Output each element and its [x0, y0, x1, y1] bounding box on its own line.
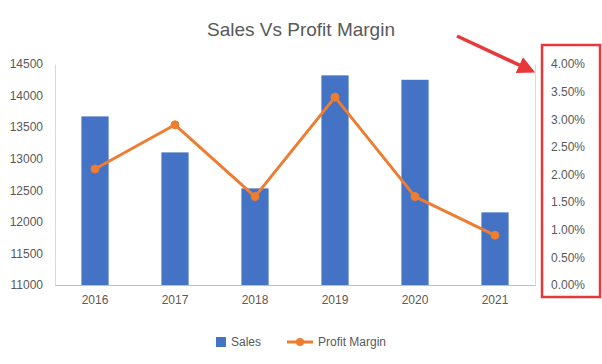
- y-axis: 11000 11500 12000 12500 13000 13500 14000 14500: [10, 57, 56, 292]
- tick: 14000: [10, 89, 55, 103]
- tick-label: 1.50%: [551, 195, 585, 209]
- tick: 2018: [242, 285, 269, 307]
- x-axis: 2016 2017 2018 2019 2020 2021: [56, 285, 536, 307]
- tick: 12000: [10, 215, 55, 229]
- chart: Sales Vs Profit Margin 11000 11500 12000 125…: [0, 0, 602, 364]
- tick: 13500: [10, 120, 55, 134]
- bar: [81, 116, 108, 285]
- tick-label: 13500: [10, 120, 44, 134]
- tick-label: 0.00%: [551, 278, 585, 292]
- tick: 11000: [11, 278, 55, 292]
- line: [95, 97, 495, 235]
- tick-label: 14500: [10, 57, 44, 71]
- tick-label: 2017: [162, 293, 189, 307]
- axis-line: [535, 65, 536, 286]
- tick: 2020: [402, 285, 429, 307]
- tick-label: 2020: [402, 293, 429, 307]
- tick-label: 2021: [482, 293, 509, 307]
- bar: [241, 188, 268, 285]
- highlight-box: [542, 45, 600, 297]
- tick-label: 12000: [10, 215, 44, 229]
- tick-label: 11000: [11, 278, 44, 292]
- tick: 2016: [82, 285, 109, 307]
- legend-label: Profit Margin: [318, 335, 386, 349]
- marker: [251, 193, 259, 201]
- bar: [161, 152, 188, 285]
- tick-label: 14000: [10, 89, 44, 103]
- tick-label: 3.50%: [551, 85, 585, 99]
- tick-label: 12500: [10, 184, 44, 198]
- tick: 2017: [162, 285, 189, 307]
- tick-label: 2018: [242, 293, 269, 307]
- marker: [331, 93, 339, 101]
- title: Sales Vs Profit Margin: [207, 19, 395, 40]
- axis-line: [55, 65, 56, 286]
- tick-label: 1.00%: [551, 223, 585, 237]
- tick: 11500: [11, 247, 55, 261]
- tick-label: 0.50%: [551, 251, 585, 265]
- tick-label: 4.00%: [551, 57, 585, 71]
- marker: [491, 231, 499, 239]
- tick: 14500: [10, 57, 55, 71]
- axis-line: [56, 285, 536, 286]
- tick: 13000: [10, 152, 55, 166]
- tick-label: 2019: [322, 293, 349, 307]
- tick-label: 3.00%: [551, 113, 585, 127]
- tick: 2019: [322, 285, 349, 307]
- tick-label: 2.50%: [551, 140, 585, 154]
- legend-swatch: [216, 337, 226, 347]
- tick-label: 13000: [10, 152, 44, 166]
- tick-label: 2.00%: [551, 168, 585, 182]
- marker: [91, 165, 99, 173]
- arrow: [457, 36, 532, 71]
- legend: Sales Profit Margin: [216, 335, 386, 349]
- legend-item: Sales: [216, 335, 261, 349]
- plot-area: [81, 75, 508, 285]
- tick: 2021: [482, 285, 509, 307]
- tick-label: 11500: [11, 247, 44, 261]
- bar: [481, 212, 508, 285]
- tick: 12500: [10, 184, 55, 198]
- legend-label: Sales: [231, 335, 261, 349]
- marker: [411, 193, 419, 201]
- legend-item: Profit Margin: [287, 335, 386, 349]
- tick-label: 2016: [82, 293, 109, 307]
- marker: [171, 121, 179, 129]
- legend-marker: [296, 338, 304, 346]
